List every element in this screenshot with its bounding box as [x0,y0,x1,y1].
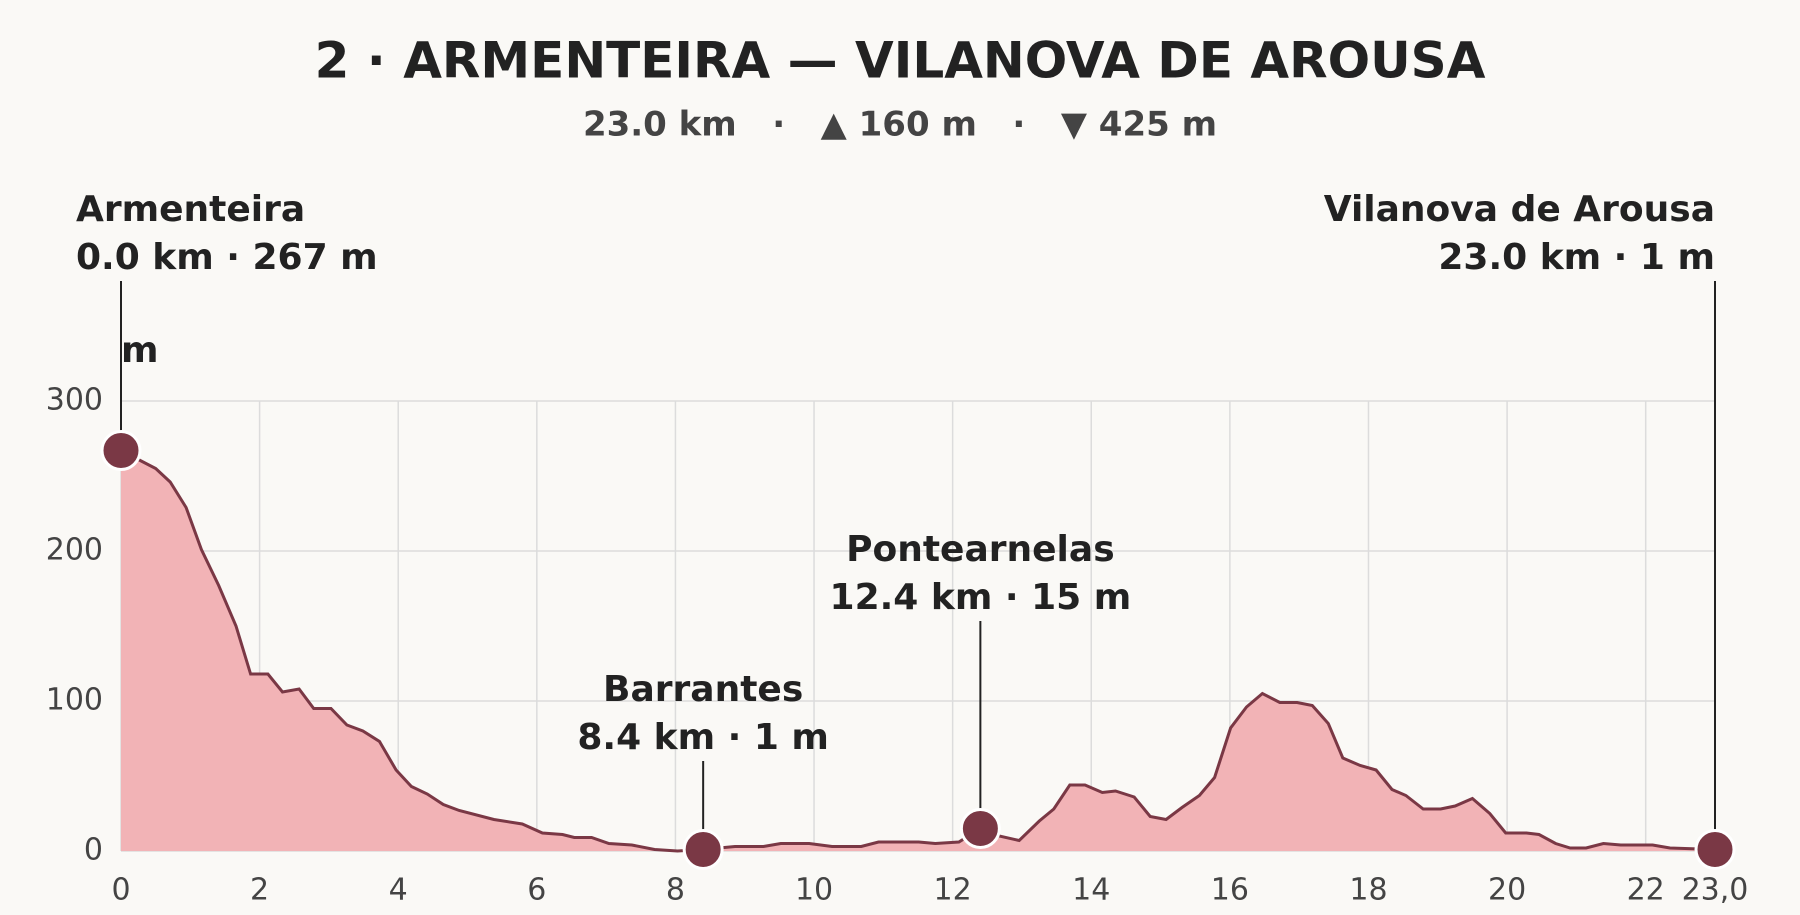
waypoint-name: Barrantes [603,669,803,710]
x-tick-label: 23,0 [1682,873,1749,908]
waypoint-label: 12.4 km · 15 m [830,577,1132,618]
x-tick-label: 4 [389,873,408,908]
y-tick-label: 200 [46,533,103,568]
waypoint-label: 8.4 km · 1 m [577,717,829,758]
x-tick-label: 22 [1627,873,1665,908]
x-tick-label: 8 [666,873,685,908]
waypoint-marker [959,808,1001,849]
x-tick-label: 14 [1072,873,1110,908]
x-tick-label: 0 [111,873,130,908]
elevation-area [121,450,1715,851]
waypoint-label: 23.0 km · 1 m [1438,237,1715,278]
x-tick-label: 10 [795,873,833,908]
chart-title: 2 · ARMENTEIRA — VILANOVA DE AROUSA [315,32,1486,90]
waypoint-name: Armenteira [76,189,305,230]
waypoint-name: Vilanova de Arousa [1324,189,1715,230]
waypoint-marker [100,430,142,471]
x-tick-label: 2 [250,873,269,908]
y-tick-label: 0 [84,833,103,868]
y-tick-label: 100 [46,683,103,718]
y-tick-label: 300 [46,383,103,418]
waypoint-marker [1694,829,1736,870]
waypoint-marker [682,829,724,870]
x-tick-label: 18 [1349,873,1387,908]
chart-subtitle: 23.0 km · ▲ 160 m · ▼ 425 m [583,105,1217,145]
x-tick-label: 6 [527,873,546,908]
x-tick-label: 16 [1211,873,1249,908]
x-tick-label: 20 [1488,873,1526,908]
waypoint-name: Pontearnelas [846,529,1115,570]
y-axis-label: m [121,330,159,371]
x-tick-label: 12 [934,873,972,908]
waypoint-label: 0.0 km · 267 m [76,237,378,278]
